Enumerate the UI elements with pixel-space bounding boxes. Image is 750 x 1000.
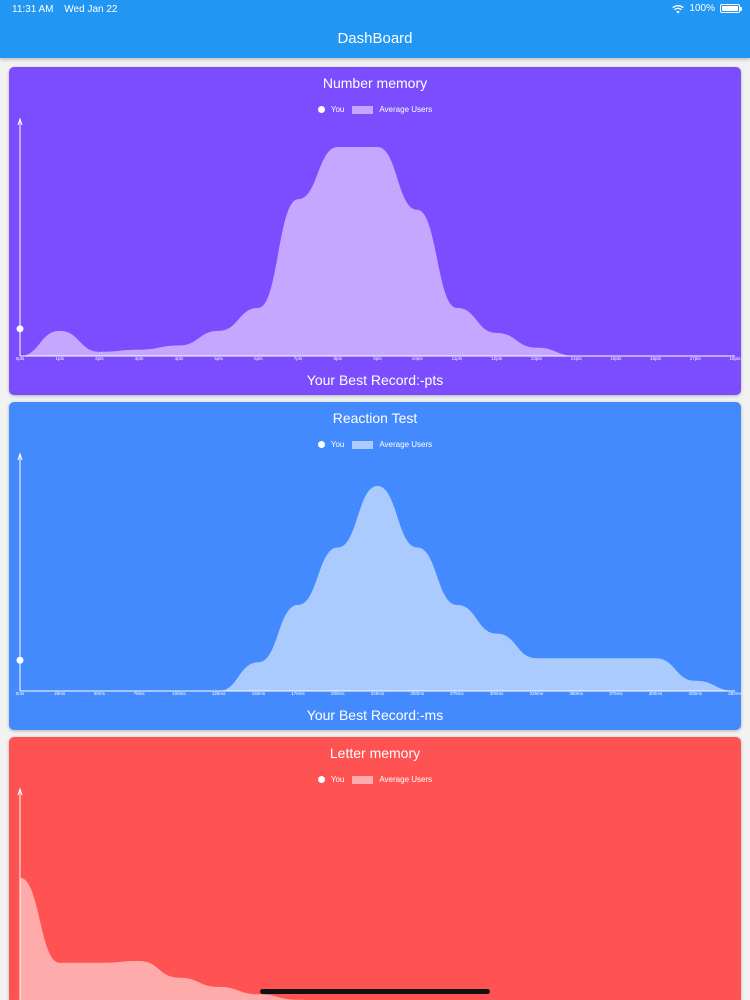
x-tick-label: 5pts bbox=[214, 356, 223, 361]
x-tick-label: 13pts bbox=[531, 356, 543, 361]
legend-avg-label: Average Users bbox=[379, 440, 433, 449]
average-users-area bbox=[20, 877, 304, 1000]
card-title: Reaction Test bbox=[332, 410, 418, 426]
you-point bbox=[16, 656, 24, 664]
chart-legend: You Average Users bbox=[9, 440, 741, 449]
x-tick-label: 50ms bbox=[94, 691, 106, 696]
legend-avg-swatch bbox=[352, 105, 374, 114]
status-time: 11:31 AM bbox=[12, 4, 54, 15]
x-tick-label: 18pts bbox=[729, 356, 741, 361]
average-users-area bbox=[20, 486, 735, 691]
x-tick-label: 250ms bbox=[410, 691, 424, 696]
x-tick-label: 300ms bbox=[490, 691, 504, 696]
chart-letter-memory bbox=[17, 787, 304, 1000]
y-axis-arrow bbox=[17, 117, 23, 126]
x-tick-label: 25ms bbox=[54, 691, 66, 696]
x-tick-label: 4pts bbox=[175, 356, 184, 361]
card-letter-memory[interactable]: Letter memory You Average Users bbox=[9, 737, 741, 1000]
x-tick-label: 325ms bbox=[530, 691, 544, 696]
legend-avg-swatch bbox=[352, 440, 374, 449]
x-tick-label: 425ms bbox=[689, 691, 703, 696]
x-tick-label: 15pts bbox=[610, 356, 622, 361]
x-tick-label: 175ms bbox=[291, 691, 305, 696]
app-title: DashBoard bbox=[337, 30, 413, 47]
x-tick-label: 350ms bbox=[569, 691, 583, 696]
card-reaction-test[interactable]: 0ms 25ms 50ms 75ms 100ms 125ms 150ms 175ms 200ms… bbox=[9, 402, 741, 730]
x-tick-label: 8pts bbox=[334, 356, 343, 361]
legend-avg-label: Average Users bbox=[379, 105, 433, 114]
app-bar: DashBoard bbox=[0, 22, 750, 58]
y-axis-arrow bbox=[17, 452, 23, 461]
legend-you-dot bbox=[317, 441, 325, 448]
you-point bbox=[16, 325, 24, 333]
x-tick-label: 400ms bbox=[649, 691, 663, 696]
x-tick-label: 150ms bbox=[252, 691, 266, 696]
x-tick-label: 200ms bbox=[331, 691, 345, 696]
chart-number-memory: 0pts 1pts 2pts 3pts 4pts 5pts 6pts 7pts 8pts 9pts… bbox=[16, 117, 741, 361]
x-tick-label: 225ms bbox=[371, 691, 385, 696]
wifi-icon bbox=[672, 4, 685, 13]
chart-legend: You Average Users bbox=[9, 775, 741, 784]
card-title: Number memory bbox=[322, 75, 428, 91]
x-tick-label: 0ms bbox=[16, 691, 25, 696]
chart-legend: You Average Users bbox=[9, 105, 741, 114]
battery-percent: 100% bbox=[689, 3, 715, 14]
x-tick-label: 11pts bbox=[452, 356, 463, 361]
x-tick-label: 3pts bbox=[135, 356, 144, 361]
x-tick-label: 17pts bbox=[690, 356, 702, 361]
legend-you-dot bbox=[317, 106, 325, 113]
card-number-memory[interactable]: 0pts 1pts 2pts 3pts 4pts 5pts 6pts 7pts 8pts 9pts… bbox=[9, 67, 741, 395]
x-tick-label: 0pts bbox=[16, 356, 25, 361]
x-tick-label: 1pts bbox=[55, 356, 64, 361]
x-tick-label: 275ms bbox=[450, 691, 464, 696]
x-tick-label: 12pts bbox=[491, 356, 503, 361]
status-bar: 11:31 AM Wed Jan 22 100% bbox=[0, 0, 750, 22]
x-tick-label: 6pts bbox=[254, 356, 263, 361]
best-record: Your Best Record:-pts bbox=[306, 372, 444, 388]
legend-you-label: You bbox=[330, 775, 345, 784]
x-tick-label: 10pts bbox=[412, 356, 424, 361]
y-axis-arrow bbox=[17, 787, 23, 796]
legend-you-label: You bbox=[330, 105, 345, 114]
x-tick-label: 7pts bbox=[294, 356, 303, 361]
legend-you-dot bbox=[317, 776, 325, 783]
x-tick-label: 100ms bbox=[172, 691, 186, 696]
average-users-area bbox=[20, 147, 735, 356]
chart-reaction-test: 0ms 25ms 50ms 75ms 100ms 125ms 150ms 175ms 200ms… bbox=[16, 452, 741, 696]
x-tick-label: 14pts bbox=[571, 356, 583, 361]
x-tick-label: 375ms bbox=[609, 691, 623, 696]
x-tick-label: 75ms bbox=[134, 691, 146, 696]
battery-icon bbox=[720, 4, 742, 13]
home-indicator[interactable] bbox=[260, 989, 490, 994]
x-tick-label: 125ms bbox=[212, 691, 226, 696]
x-tick-label: 450ms bbox=[728, 691, 741, 696]
legend-avg-label: Average Users bbox=[379, 775, 433, 784]
x-tick-label: 2pts bbox=[95, 356, 104, 361]
x-tick-label: 9pts bbox=[373, 356, 382, 361]
legend-avg-swatch bbox=[352, 775, 374, 784]
legend-you-label: You bbox=[330, 440, 345, 449]
status-date: Wed Jan 22 bbox=[64, 4, 118, 15]
x-tick-label: 16pts bbox=[650, 356, 662, 361]
best-record: Your Best Record:-ms bbox=[306, 707, 444, 723]
card-title: Letter memory bbox=[329, 745, 421, 761]
